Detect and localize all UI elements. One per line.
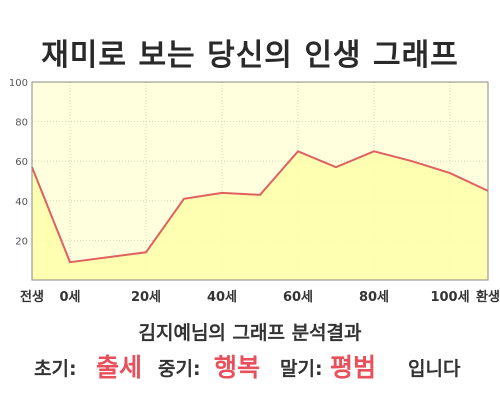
y-tick-label-100: 100 xyxy=(9,78,28,89)
y-tick-label-20: 20 xyxy=(15,236,28,247)
analysis-subtitle: 김지예님의 그래프 분석결과 xyxy=(138,322,362,344)
late-value: 평범 xyxy=(330,353,377,382)
result-suffix: 입니다 xyxy=(408,358,461,380)
mid-value: 행복 xyxy=(214,353,261,382)
x-tick-label: 전생 xyxy=(20,289,44,305)
x-tick-label: 100세 xyxy=(430,290,469,305)
late-label: 말기: xyxy=(280,358,323,380)
x-tick-label: 20세 xyxy=(131,290,161,305)
x-tick-label: 0세 xyxy=(59,290,80,305)
early-label: 초기: xyxy=(34,358,77,380)
series-line xyxy=(31,150,489,264)
series-area xyxy=(32,151,488,280)
y-tick-label-60: 60 xyxy=(15,157,28,168)
y-tick-label-40: 40 xyxy=(15,197,28,208)
page-title: 재미로 보는 당신의 인생 그래프 xyxy=(41,38,459,73)
mid-label: 중기: xyxy=(158,358,201,380)
result-summary: 초기: 출세 중기: 행복 말기: 평범 입니다 xyxy=(0,348,500,382)
life-graph-chart: 20 40 60 80 100 전생 0세 20세 40세 60세 80세 100세 환생 xyxy=(9,78,500,305)
x-tick-label: 40세 xyxy=(207,290,237,305)
x-tick-label: 60세 xyxy=(283,290,313,305)
y-tick-label-80: 80 xyxy=(15,118,28,129)
x-tick-label: 환생 xyxy=(476,289,500,305)
plot-frame xyxy=(31,81,489,281)
early-value: 출세 xyxy=(96,353,143,382)
x-tick-label: 80세 xyxy=(359,290,389,305)
